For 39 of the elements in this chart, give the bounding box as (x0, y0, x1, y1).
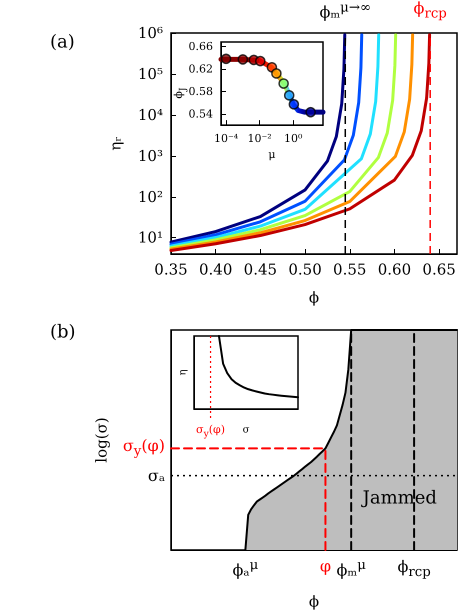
y-tick-label: 0.66 (188, 40, 213, 53)
x-tick-label: φ (320, 556, 332, 576)
y-tick-label: 0.54 (188, 107, 213, 120)
x-axis-title: ϕ (308, 288, 320, 306)
x-axis-title: σ (242, 424, 250, 436)
x-tick-label: 0.65 (422, 260, 456, 278)
x-tick-label: 0.50 (288, 260, 322, 278)
x-tick-label: 10⁻⁴ (214, 132, 239, 146)
x-tick-label: 0.40 (198, 260, 232, 278)
y-tick-label: 10³ (138, 146, 163, 165)
y-tick-label: 0.58 (188, 84, 213, 98)
x-tick-label: 10⁻² (248, 132, 272, 146)
y-tick-label: 0.62 (188, 62, 213, 76)
x-tick-label: 10⁰ (284, 132, 303, 146)
y-axis-title: η (178, 370, 188, 376)
annotation: Jammed (362, 488, 437, 510)
x-tick-label: ϕₘ$^{μ}$ (336, 558, 366, 580)
y-axis-title: ηᵣ (106, 136, 124, 151)
y-tick-label: 10⁶ (138, 24, 163, 42)
x-tick-label: 0.45 (244, 260, 278, 278)
ref-line-label: σₐ (148, 465, 165, 485)
ref-line-label: ϕ$_{rcp}$ (414, 0, 447, 22)
x-tick-label: 0.35 (154, 260, 188, 278)
y-tick-label: 10² (138, 188, 163, 206)
x-axis-title: ϕ (308, 592, 320, 610)
x-tick-label: ϕ$_{rcp}$ (397, 557, 431, 580)
ref-line-label: ϕₘ$^{μ→∞}$ (319, 0, 372, 22)
x-axis-title: μ (268, 148, 276, 161)
series-label: σ$_{y}$(φ) (122, 436, 165, 460)
x-tick-label: 0.55 (333, 260, 366, 278)
chart-title: (a) (50, 32, 75, 52)
chart-title: (b) (50, 322, 76, 342)
y-tick-label: 10⁴ (138, 106, 163, 124)
x-tick-label: ϕₐ$^{μ}$ (232, 558, 258, 580)
y-tick-label: 10¹ (138, 228, 163, 247)
x-tick-label: 0.60 (378, 260, 412, 278)
y-tick-label: 10⁵ (138, 64, 163, 83)
y-axis-title: log(σ) (92, 417, 110, 463)
annotation: σ$_{y}$(φ) (196, 423, 226, 440)
